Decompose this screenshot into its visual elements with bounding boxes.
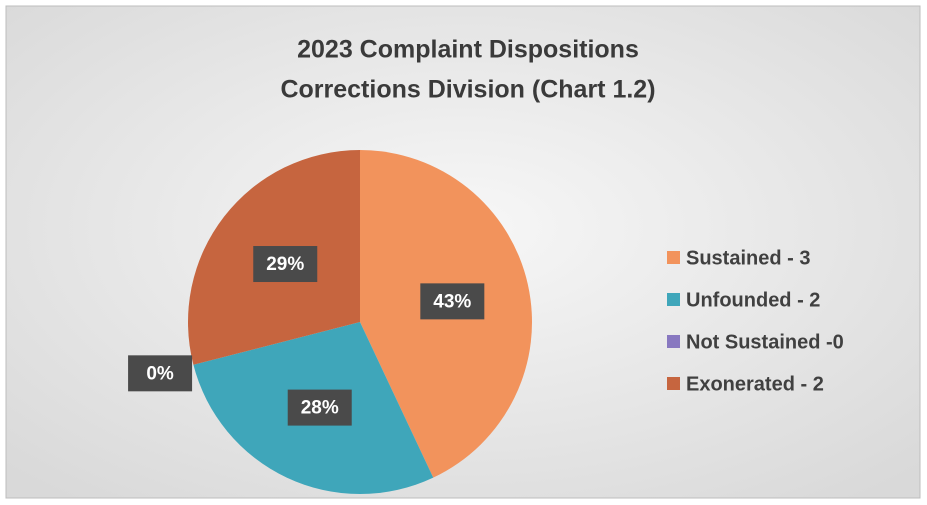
legend-swatch <box>667 335 680 348</box>
legend-swatch <box>667 377 680 390</box>
data-label-box <box>128 355 193 392</box>
data-label: 0% <box>146 363 174 384</box>
data-label-box <box>287 389 352 426</box>
legend-label: Exonerated - 2 <box>686 373 824 395</box>
data-label: 43% <box>433 291 471 312</box>
data-label: 29% <box>266 254 304 275</box>
data-label: 28% <box>301 398 339 419</box>
legend-label: Not Sustained -0 <box>686 331 844 353</box>
chart-title: Corrections Division (Chart 1.2) <box>280 76 655 104</box>
legend-label: Sustained - 3 <box>686 247 810 269</box>
chart-title: 2023 Complaint Dispositions <box>297 36 639 64</box>
legend-label: Unfounded - 2 <box>686 289 820 311</box>
legend-swatch <box>667 251 680 264</box>
data-label-box <box>253 246 318 283</box>
legend-swatch <box>667 293 680 306</box>
data-label-box <box>420 283 485 320</box>
